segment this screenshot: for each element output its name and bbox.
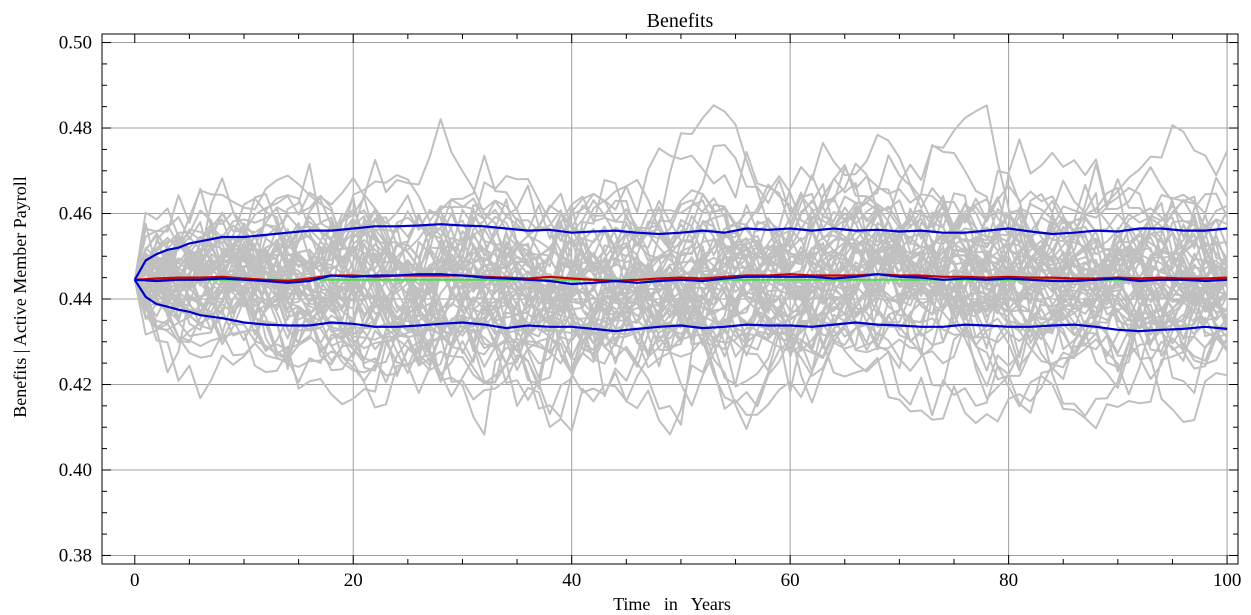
upper-band-line	[133, 223, 1228, 281]
x-tick-label: 60	[781, 570, 800, 591]
axis-ticks	[102, 34, 1238, 564]
y-tick-label: 0.42	[59, 374, 92, 395]
y-tick-label: 0.40	[59, 460, 92, 481]
simulation-path	[134, 104, 1229, 359]
simulation-path	[134, 177, 1228, 372]
x-tick-label: 0	[130, 570, 140, 591]
simulation-path	[134, 218, 1228, 375]
y-tick-label: 0.38	[59, 545, 92, 566]
y-tick-label: 0.48	[59, 118, 92, 139]
simulation-paths	[133, 104, 1229, 436]
x-tick-label: 40	[562, 570, 581, 591]
median-line	[134, 273, 1228, 286]
chart-title: Benefits	[647, 10, 714, 32]
mean-line	[134, 273, 1228, 283]
tick-labels: 0 20 40 60 80 100 0.38 0.40 0.42 0.44 0.46 0.48 0.50	[59, 33, 1242, 591]
y-tick-label: 0.50	[59, 33, 92, 54]
simulation-path	[134, 184, 1228, 398]
y-axis-label: Benefits | Active Member Payroll	[10, 176, 30, 418]
simulation-path	[133, 124, 1229, 394]
simulation-path	[134, 138, 1229, 386]
x-tick-label: 100	[1213, 570, 1242, 591]
summary-lines	[133, 223, 1228, 333]
x-tick-label: 20	[344, 570, 363, 591]
x-tick-label: 80	[999, 570, 1018, 591]
simulation-path	[133, 195, 1229, 394]
y-tick-label: 0.44	[59, 289, 93, 310]
x-axis-label: Time in Years	[613, 594, 731, 614]
simulation-path	[133, 208, 1228, 380]
simulation-path	[133, 238, 1228, 436]
lower-band-line	[133, 279, 1228, 333]
simulation-path	[133, 179, 1228, 389]
simulation-path	[134, 147, 1228, 322]
simulation-path	[134, 175, 1228, 363]
simulation-path	[133, 243, 1228, 425]
y-tick-label: 0.46	[59, 204, 92, 225]
